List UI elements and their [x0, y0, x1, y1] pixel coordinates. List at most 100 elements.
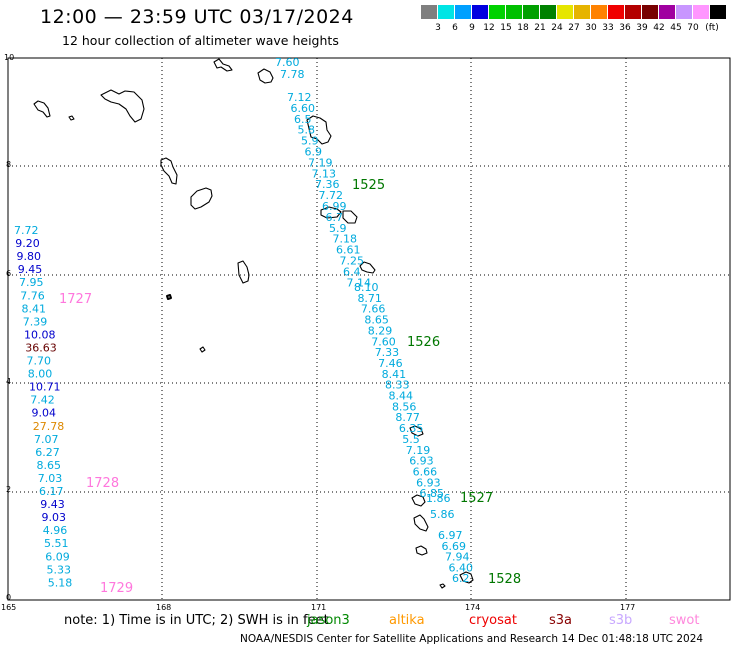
legend-swatch: [676, 5, 692, 19]
legend-swatch: [438, 5, 454, 19]
wave-height-label: 1.86: [426, 492, 451, 505]
wave-height-label: 8.71: [357, 292, 382, 305]
pass-label-1527: 1527: [460, 491, 493, 506]
lat-tick-6: 6: [6, 269, 11, 278]
wave-height-label: 8.56: [392, 400, 417, 413]
legend-swatch: [659, 5, 675, 19]
legend-label: 70: [687, 23, 699, 33]
island-outline: [413, 514, 429, 532]
legend-swatch: [421, 5, 437, 19]
legend-label: 24: [551, 23, 563, 33]
legend-label: 30: [585, 23, 597, 33]
wave-height-label: 7.12: [287, 91, 312, 104]
legend-label: 3: [435, 23, 441, 33]
wave-height-label: 7.72: [319, 189, 344, 202]
wave-height-label: 7.13: [312, 167, 337, 180]
wave-height-label: 6.4: [343, 265, 361, 278]
legend-sat-swot: swot: [669, 613, 700, 628]
island-outline: [415, 545, 428, 556]
footer-credit: NOAA/NESDIS Center for Satellite Applica…: [240, 633, 704, 645]
legend-swatch: [506, 5, 522, 19]
wave-height-label: 6.7: [326, 211, 344, 224]
wave-height-label: 6.99: [322, 200, 347, 213]
wave-height-label: 7.03: [38, 472, 63, 485]
lon-tick-168: 168: [156, 603, 171, 612]
legend-swatch: [710, 5, 726, 19]
legend-label: 9: [469, 23, 475, 33]
pass-label-1525: 1525: [352, 178, 385, 193]
legend-swatch: [523, 5, 539, 19]
wave-height-label: 10.08: [24, 328, 56, 341]
island-outline: [68, 115, 75, 121]
wave-height-label: 5.8: [298, 124, 316, 137]
wave-height-label: 5.86: [430, 508, 455, 521]
wave-height-label: 7.46: [378, 357, 403, 370]
wave-height-label: 7.60: [275, 56, 300, 69]
wave-height-label: 9.20: [15, 237, 40, 250]
wave-height-label: 10.71: [29, 381, 61, 394]
island-outline: [320, 206, 342, 219]
island-outline: [213, 58, 233, 72]
legend-sat-altika: altika: [389, 613, 425, 628]
island-outline: [257, 68, 274, 84]
wave-height-label: 7.25: [340, 255, 365, 268]
legend-swatch: [693, 5, 709, 19]
legend-swatch: [574, 5, 590, 19]
legend-sat-s3b: s3b: [609, 613, 633, 628]
legend-swatch: [455, 5, 471, 19]
island-outline: [342, 210, 358, 224]
island-outline: [237, 260, 250, 284]
pass-label-1728: 1728: [86, 476, 119, 491]
legend-unit: (ft): [705, 23, 719, 33]
legend-label: 15: [500, 23, 512, 33]
wave-height-label: 9.80: [17, 250, 42, 263]
footer-note: note: 1) Time is in UTC; 2) SWH is in fe…: [64, 613, 329, 628]
wave-height-label: 6.97: [438, 529, 463, 542]
page-subtitle: 12 hour collection of altimeter wave hei…: [62, 33, 339, 48]
pass-label-1528: 1528: [488, 572, 521, 587]
legend-sat-jason3: jason3: [307, 613, 350, 628]
legend-swatch: [557, 5, 573, 19]
wave-height-label: 6.35: [399, 422, 424, 435]
legend-swatch: [472, 5, 488, 19]
wave-height-label: 7.78: [280, 68, 305, 81]
wave-height-label: 8.29: [368, 324, 393, 337]
wave-height-label: 8.00: [28, 368, 53, 381]
wave-height-label: 6.27: [35, 446, 60, 459]
wave-height-label: 9.45: [18, 263, 43, 276]
wave-height-label: 7.95: [19, 276, 44, 289]
wave-height-label: 6.9: [305, 146, 323, 159]
wave-height-label: 5.51: [44, 537, 69, 550]
legend-label: 42: [653, 23, 665, 33]
page-title: 12:00 — 23:59 UTC 03/17/2024: [40, 6, 354, 28]
wave-height-label: 7.66: [361, 303, 386, 316]
wave-height-label: 7.33: [375, 346, 400, 359]
legend-swatch: [608, 5, 624, 19]
pass-label-1526: 1526: [407, 335, 440, 350]
legend-label: 36: [619, 23, 631, 33]
island-outline: [359, 261, 376, 274]
wave-height-label: 6.17: [39, 485, 64, 498]
legend-sat-cryosat: cryosat: [469, 613, 517, 628]
wave-height-label: 7.42: [30, 394, 55, 407]
wave-height-label: 7.94: [445, 551, 470, 564]
island-outline: [459, 571, 474, 584]
legend-label: 45: [670, 23, 682, 33]
island-outline: [33, 100, 51, 118]
legend-label: 18: [517, 23, 529, 33]
legend-label: 6: [452, 23, 458, 33]
legend-sat-s3a: s3a: [549, 613, 573, 628]
legend-label: 21: [534, 23, 546, 33]
legend-label: 12: [483, 23, 495, 33]
wave-height-label: 6.93: [416, 476, 441, 489]
wave-height-label: 6.66: [413, 465, 438, 478]
legend-label: 27: [568, 23, 580, 33]
wave-height-label: 7.18: [333, 233, 358, 246]
wave-height-label: 7.60: [371, 335, 396, 348]
wave-height-label: 8.44: [389, 390, 414, 403]
wave-height-label: 6.2: [452, 572, 470, 585]
wave-height-label: 7.70: [27, 355, 52, 368]
wave-height-label: 27.78: [33, 420, 65, 433]
lat-tick-10: 10: [4, 53, 14, 62]
lon-tick-171: 171: [311, 603, 326, 612]
